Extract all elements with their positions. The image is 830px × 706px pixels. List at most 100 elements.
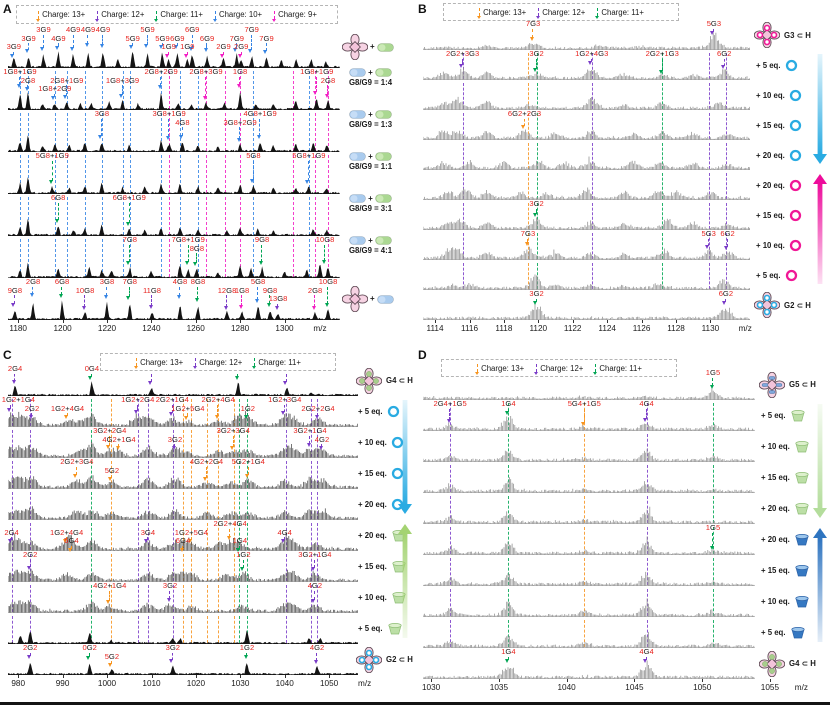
peak-arrow-icon	[314, 559, 316, 569]
peak-label: 2G2+3G4	[60, 457, 94, 466]
peak-arrow-icon	[101, 118, 103, 136]
guide-line	[198, 155, 199, 193]
mass-spectrum-trace	[8, 91, 340, 110]
peak-arrow-icon	[246, 652, 248, 656]
peak-arrowhead-icon	[165, 136, 170, 141]
peak-arrowhead-icon	[108, 477, 113, 481]
peak-arrowhead-icon	[306, 442, 311, 447]
legend-item: Charge: 9+	[271, 10, 317, 22]
guide-line	[148, 492, 150, 519]
guide-line	[317, 523, 319, 550]
peak-arrowhead-icon	[157, 85, 162, 90]
guide-line	[233, 616, 235, 643]
host-macrocycle-icon	[342, 286, 368, 312]
guide-line	[172, 554, 174, 581]
guide-line	[528, 53, 529, 79]
plus-sign: +	[368, 67, 373, 77]
guide-line	[508, 403, 510, 430]
peak-label: 1G8+1G9	[300, 67, 334, 76]
axis-tick-label: 1220	[97, 324, 117, 333]
pill-icon-blue	[349, 236, 366, 245]
guest-icons-line	[356, 367, 382, 394]
spectrum-row: 6G8 6G8+1G9 + G8/G9 = 3:1	[0, 194, 415, 236]
peak-arrow-icon	[109, 590, 110, 602]
peak-label: 13G8	[268, 294, 288, 303]
peak-label: 2G2+4G4	[201, 395, 235, 404]
peak-label: 10G8	[315, 235, 335, 244]
mass-spectrum-trace	[423, 274, 750, 290]
peak-label: 2G2	[22, 643, 38, 652]
axis-tick-label: 1020	[186, 679, 205, 688]
guide-line	[148, 461, 150, 488]
guide-line	[183, 523, 185, 550]
peak-arrow-icon	[284, 404, 285, 412]
peak-arrow-icon	[314, 295, 316, 308]
guide-line	[191, 492, 193, 519]
guest-icons-line: +	[349, 152, 392, 161]
peak-arrow-icon	[461, 58, 463, 65]
guide-line	[708, 143, 710, 169]
peak-arrow-icon	[65, 537, 67, 540]
peak-arrow-icon	[172, 652, 174, 660]
peak-label: 4G9	[95, 25, 111, 34]
guide-line	[30, 585, 32, 612]
panel-letter-D: D	[418, 348, 427, 362]
peak-arrow-icon	[102, 34, 104, 46]
guide-line	[708, 203, 710, 229]
charge-arrowhead-icon	[251, 366, 256, 370]
guide-line	[462, 83, 464, 109]
guide-line	[20, 239, 21, 277]
guide-line	[233, 554, 235, 581]
guide-line	[725, 233, 727, 259]
guide-line	[293, 113, 295, 151]
peak-label: 6G9	[199, 33, 215, 43]
guide-line	[233, 492, 235, 519]
peak-label: 3G4	[140, 527, 156, 537]
equivalents-label: + 5 eq.	[761, 411, 786, 420]
row-right-info: + G8/G9 = 3:1	[342, 194, 399, 236]
guide-line	[161, 113, 163, 151]
figure-bottom-rule	[0, 702, 830, 705]
peak-arrowhead-icon	[724, 246, 729, 251]
peak-label: 3G8+2G9	[223, 117, 257, 127]
mass-spectrum-trace	[8, 600, 358, 613]
peak-arrow-icon	[712, 532, 714, 547]
peak-arrowhead-icon	[166, 597, 171, 602]
axis-tick-label: 1260	[186, 324, 205, 333]
peak-arrowhead-icon	[176, 295, 181, 300]
mass-spectrum-trace	[8, 381, 358, 396]
legend-item: Charge: 13+	[133, 358, 183, 370]
guide-line	[646, 403, 648, 430]
peak-arrow-icon	[708, 238, 709, 247]
guide-line	[224, 71, 226, 109]
spectrum-row: + 20 eq.	[415, 140, 830, 170]
guide-line	[206, 113, 207, 151]
peak-label: 5G9	[125, 33, 140, 43]
peak-arrow-icon	[217, 404, 219, 417]
peak-arrow-icon	[14, 295, 16, 304]
guide-line	[462, 143, 464, 169]
titration-arrow-icon-up	[813, 528, 827, 642]
peak-arrow-icon	[239, 76, 241, 86]
equivalents-label: + 20 eq.	[358, 531, 387, 540]
guide-line	[191, 523, 193, 550]
mass-spectrum-trace	[8, 300, 340, 320]
x-axis: 980 990 1000 1010 1020 1030 1040 1050 m/z	[0, 675, 415, 693]
peak-arrowhead-icon	[248, 48, 253, 53]
guide-line	[536, 203, 538, 229]
peak-arrowhead-icon	[580, 422, 585, 427]
peak-label: 7G9	[259, 33, 274, 43]
peak-arrowhead-icon	[187, 539, 192, 543]
peak-arrowhead-icon	[179, 547, 184, 552]
row-right-info: + 5 eq.	[356, 613, 402, 644]
peak-arrowhead-icon	[173, 45, 178, 49]
peak-arrowhead-icon	[705, 245, 710, 250]
guide-line	[110, 523, 112, 550]
guide-line	[508, 589, 510, 616]
axis-tick-label: 990	[55, 679, 70, 688]
peak-arrow-icon	[309, 435, 311, 444]
peak-label: 5G2+1G4	[231, 457, 265, 466]
peak-label: 5G2	[104, 651, 120, 661]
row-right-info: + 5 eq.	[356, 396, 401, 427]
guide-line	[591, 263, 593, 289]
